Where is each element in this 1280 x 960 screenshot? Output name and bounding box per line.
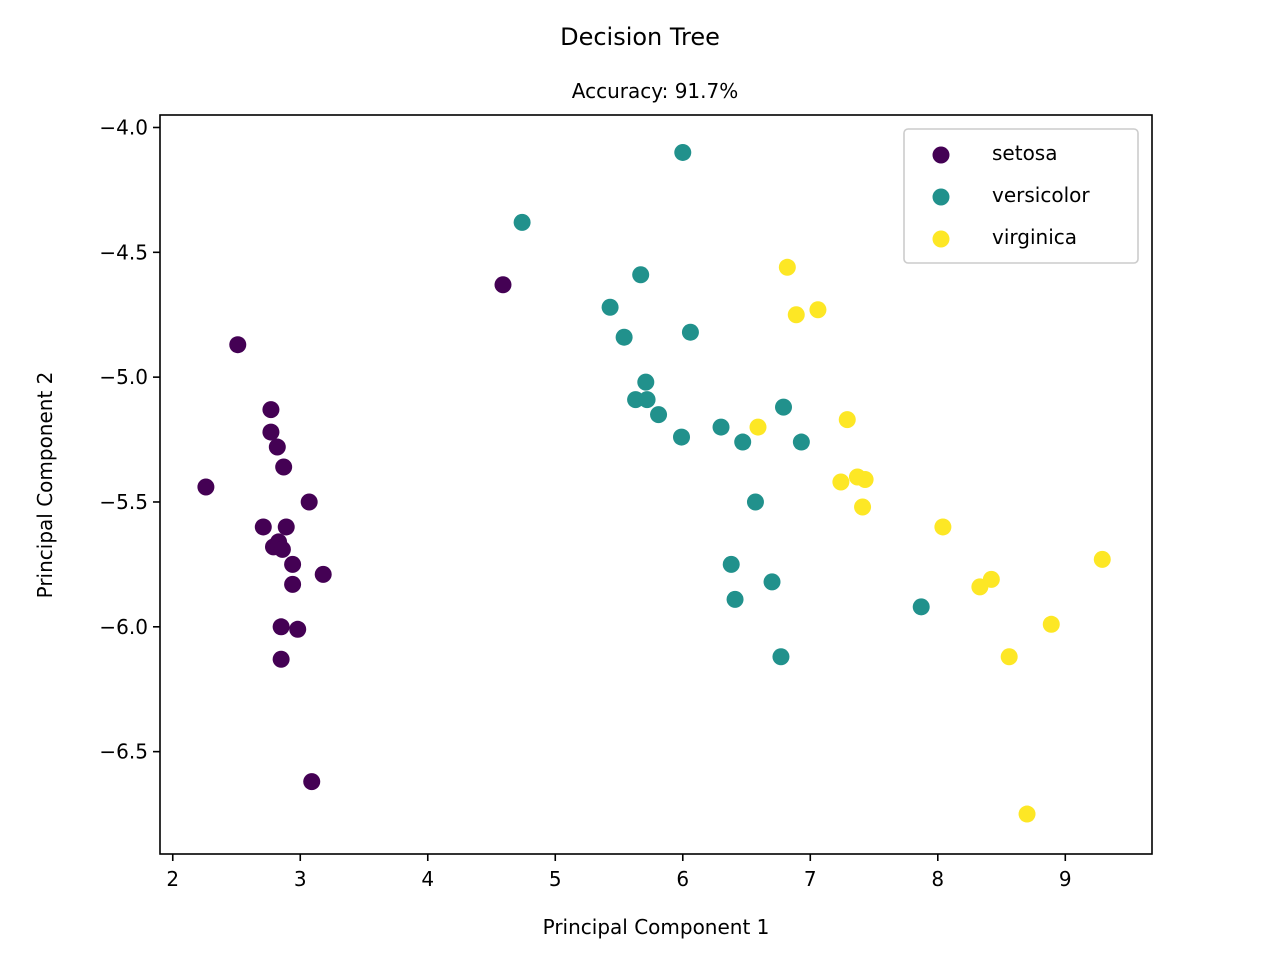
legend-box [903, 128, 1139, 264]
y-tick-label: −6.0 [99, 615, 148, 639]
axes-frame [159, 114, 1153, 855]
data-point-versicolor-8 [638, 391, 656, 409]
data-point-virginica-7 [856, 471, 874, 489]
data-point-setosa-18 [303, 773, 321, 791]
x-tick-label: 6 [676, 867, 689, 891]
x-tick-label: 5 [549, 867, 562, 891]
data-point-versicolor-0 [674, 143, 692, 161]
data-point-virginica-9 [934, 518, 952, 536]
data-point-versicolor-16 [722, 555, 740, 573]
data-point-setosa-5 [275, 458, 293, 476]
data-point-virginica-3 [749, 418, 767, 436]
data-point-virginica-13 [1000, 648, 1018, 666]
data-point-setosa-11 [284, 555, 302, 573]
data-point-setosa-0 [197, 478, 215, 496]
data-point-virginica-14 [1093, 550, 1111, 568]
data-point-versicolor-20 [912, 598, 930, 616]
x-tick-label: 4 [421, 867, 434, 891]
legend-marker-versicolor [932, 188, 950, 206]
data-point-virginica-5 [832, 473, 850, 491]
data-point-versicolor-12 [734, 433, 752, 451]
data-point-setosa-2 [262, 401, 280, 419]
y-tick-label: −5.0 [99, 365, 148, 389]
data-point-versicolor-10 [673, 428, 691, 446]
points-layer [197, 143, 1111, 823]
data-point-setosa-7 [277, 518, 295, 536]
y-tick-label: −4.0 [99, 115, 148, 139]
data-point-setosa-14 [314, 565, 332, 583]
data-point-versicolor-14 [792, 433, 810, 451]
data-point-versicolor-3 [601, 298, 619, 316]
x-tick-label: 2 [166, 867, 179, 891]
data-point-virginica-11 [982, 570, 1000, 588]
y-tick-label: −6.5 [99, 740, 148, 764]
data-point-versicolor-6 [637, 373, 655, 391]
y-tick-label: −4.5 [99, 240, 148, 264]
x-axis-label: Principal Component 1 [543, 915, 770, 939]
x-axis-ticks: 2 3 4 5 6 7 8 9 [166, 854, 1072, 891]
legend-label-virginica: virginica [992, 225, 1077, 249]
axes-title: Accuracy: 91.7% [572, 79, 738, 103]
data-point-versicolor-5 [681, 323, 699, 341]
legend: setosa versicolor virginica [903, 128, 1139, 264]
data-point-virginica-12 [1042, 615, 1060, 633]
y-tick-label: −5.5 [99, 490, 148, 514]
data-point-setosa-1 [229, 336, 247, 354]
x-tick-label: 8 [931, 867, 944, 891]
data-point-setosa-15 [272, 618, 290, 636]
data-point-virginica-4 [838, 411, 856, 429]
legend-label-setosa: setosa [992, 141, 1057, 165]
x-tick-label: 9 [1059, 867, 1072, 891]
data-point-virginica-2 [809, 301, 827, 319]
data-point-virginica-0 [778, 258, 796, 276]
data-point-setosa-19 [494, 276, 512, 294]
data-point-versicolor-2 [632, 266, 650, 284]
data-point-setosa-17 [272, 650, 290, 668]
data-point-versicolor-4 [615, 328, 633, 346]
figure-suptitle: Decision Tree [560, 23, 720, 51]
legend-marker-virginica [932, 230, 950, 248]
data-point-virginica-15 [1018, 805, 1036, 823]
data-point-versicolor-19 [772, 648, 790, 666]
data-point-versicolor-18 [726, 590, 744, 608]
data-point-virginica-8 [854, 498, 872, 516]
data-point-setosa-6 [254, 518, 272, 536]
data-point-setosa-16 [289, 620, 307, 638]
data-point-setosa-12 [284, 575, 302, 593]
data-point-setosa-10 [273, 540, 291, 558]
legend-label-versicolor: versicolor [992, 183, 1090, 207]
data-point-versicolor-9 [650, 406, 668, 424]
x-tick-label: 3 [294, 867, 307, 891]
data-point-versicolor-17 [763, 573, 781, 591]
x-tick-label: 7 [804, 867, 817, 891]
data-point-setosa-3 [262, 423, 280, 441]
data-point-versicolor-13 [775, 398, 793, 416]
data-point-versicolor-1 [513, 213, 531, 231]
legend-marker-setosa [932, 146, 950, 164]
data-point-versicolor-15 [746, 493, 764, 511]
data-point-virginica-1 [787, 306, 805, 324]
data-point-setosa-4 [268, 438, 286, 456]
y-axis-label: Principal Component 2 [33, 372, 57, 599]
data-point-setosa-13 [300, 493, 318, 511]
y-axis-ticks: −4.0 −4.5 −5.0 −5.5 −6.0 −6.5 [99, 115, 160, 764]
data-point-versicolor-11 [712, 418, 730, 436]
